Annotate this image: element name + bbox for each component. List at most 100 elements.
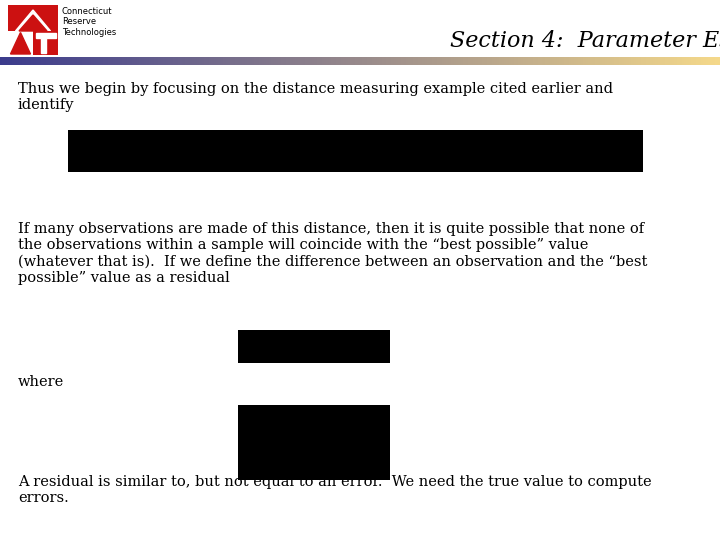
Bar <box>475 57 479 65</box>
Bar <box>199 57 202 65</box>
Bar <box>434 57 438 65</box>
Bar <box>175 57 179 65</box>
Bar <box>463 57 467 65</box>
Bar <box>158 57 162 65</box>
Bar <box>657 57 661 65</box>
Bar <box>197 57 200 65</box>
Text: Thus we begin by focusing on the distance measuring example cited earlier and
id: Thus we begin by focusing on the distanc… <box>18 82 613 112</box>
Bar <box>225 57 229 65</box>
Bar <box>607 57 611 65</box>
Bar <box>17 57 20 65</box>
Bar <box>711 57 714 65</box>
Bar <box>516 57 519 65</box>
Polygon shape <box>35 33 55 53</box>
Bar <box>264 57 267 65</box>
Bar <box>617 57 620 65</box>
Bar <box>254 57 258 65</box>
Bar <box>322 57 325 65</box>
Bar <box>108 57 112 65</box>
Bar <box>588 57 591 65</box>
Bar <box>492 57 495 65</box>
Bar <box>675 57 678 65</box>
Bar <box>293 57 296 65</box>
Bar <box>233 57 236 65</box>
Bar <box>48 57 51 65</box>
Text: A residual is similar to, but not equal to an error.  We need the true value to : A residual is similar to, but not equal … <box>18 475 652 505</box>
Bar <box>614 57 618 65</box>
Bar <box>439 57 443 65</box>
Bar <box>473 57 476 65</box>
Bar <box>65 57 68 65</box>
Bar <box>77 57 80 65</box>
Bar <box>576 57 580 65</box>
Bar <box>518 57 522 65</box>
Bar <box>151 57 155 65</box>
Bar <box>547 57 551 65</box>
Bar <box>305 57 308 65</box>
Bar <box>526 57 529 65</box>
Bar <box>29 57 32 65</box>
Bar <box>598 57 601 65</box>
Bar <box>235 57 238 65</box>
Bar <box>238 57 241 65</box>
Polygon shape <box>16 10 50 31</box>
Bar <box>636 57 639 65</box>
Bar <box>502 57 505 65</box>
Bar <box>89 57 92 65</box>
Bar <box>564 57 567 65</box>
Bar <box>487 57 490 65</box>
Bar <box>79 57 83 65</box>
Bar <box>317 57 320 65</box>
Bar <box>211 57 215 65</box>
Bar <box>701 57 704 65</box>
Bar <box>706 57 709 65</box>
Bar <box>408 57 411 65</box>
Bar <box>5 57 8 65</box>
Bar <box>58 57 61 65</box>
Bar <box>540 57 544 65</box>
Bar <box>423 57 426 65</box>
Bar <box>369 57 373 65</box>
Bar <box>403 57 407 65</box>
Bar <box>648 57 652 65</box>
Bar <box>290 57 294 65</box>
Bar <box>535 57 539 65</box>
Bar <box>511 57 515 65</box>
Bar <box>2 57 6 65</box>
Bar <box>74 57 78 65</box>
Bar <box>351 57 354 65</box>
Bar <box>86 57 90 65</box>
Bar <box>302 57 306 65</box>
Bar <box>394 57 397 65</box>
Bar <box>22 57 25 65</box>
Bar <box>286 57 289 65</box>
Bar <box>281 57 284 65</box>
Bar <box>650 57 654 65</box>
Bar <box>60 57 63 65</box>
Bar <box>346 57 349 65</box>
Bar <box>377 57 380 65</box>
Bar <box>691 57 695 65</box>
Bar <box>101 57 104 65</box>
Bar <box>631 57 634 65</box>
Bar <box>549 57 553 65</box>
Bar <box>228 57 231 65</box>
Bar <box>266 57 270 65</box>
Bar <box>257 57 260 65</box>
Bar <box>338 57 342 65</box>
Bar <box>261 57 265 65</box>
Bar <box>715 57 719 65</box>
Bar <box>34 57 37 65</box>
Bar <box>250 57 253 65</box>
Bar <box>571 57 575 65</box>
Bar <box>137 57 140 65</box>
Bar <box>557 57 560 65</box>
Bar <box>667 57 670 65</box>
Bar <box>19 57 22 65</box>
Bar <box>68 130 643 172</box>
Bar <box>84 57 87 65</box>
Bar <box>171 57 174 65</box>
Bar <box>300 57 303 65</box>
Bar <box>204 57 207 65</box>
Polygon shape <box>11 32 30 54</box>
